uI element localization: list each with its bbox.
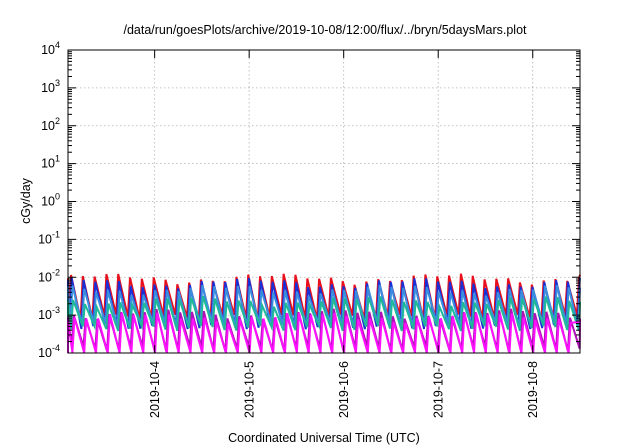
series-line-4: [67, 295, 581, 332]
series-line-1: [67, 273, 581, 320]
x-tick-label: 2019-10-7: [432, 361, 446, 418]
x-tick-label: 2019-10-4: [148, 361, 162, 418]
series-line-6: [67, 312, 581, 354]
y-tick-label: 10-4: [38, 343, 60, 360]
y-tick-label: 100: [41, 192, 60, 209]
series-lines: [67, 273, 581, 354]
series-line-2: [67, 277, 581, 330]
x-axis-label: Coordinated Universal Time (UTC): [228, 431, 420, 445]
chart-title: /data/run/goesPlots/archive/2019-10-08/1…: [123, 23, 527, 37]
x-tick-label: 2019-10-8: [526, 361, 540, 418]
y-axis-label: cGy/day: [19, 177, 33, 224]
y-tick-label: 102: [41, 116, 60, 133]
y-tick-label: 103: [41, 78, 60, 95]
x-tick-label: 2019-10-5: [243, 361, 257, 418]
y-tick-label: 10-3: [38, 305, 60, 322]
x-tick-label: 2019-10-6: [337, 361, 351, 418]
y-tick-label: 104: [41, 40, 60, 57]
y-tick-label: 10-2: [38, 267, 60, 284]
x-axis-ticks: 2019-10-4 2019-10-5 2019-10-6 2019-10-7 2019…: [148, 50, 540, 418]
y-tick-label: 10-1: [38, 229, 60, 246]
y-tick-label: 101: [41, 154, 60, 171]
series-line-3: [67, 284, 581, 328]
